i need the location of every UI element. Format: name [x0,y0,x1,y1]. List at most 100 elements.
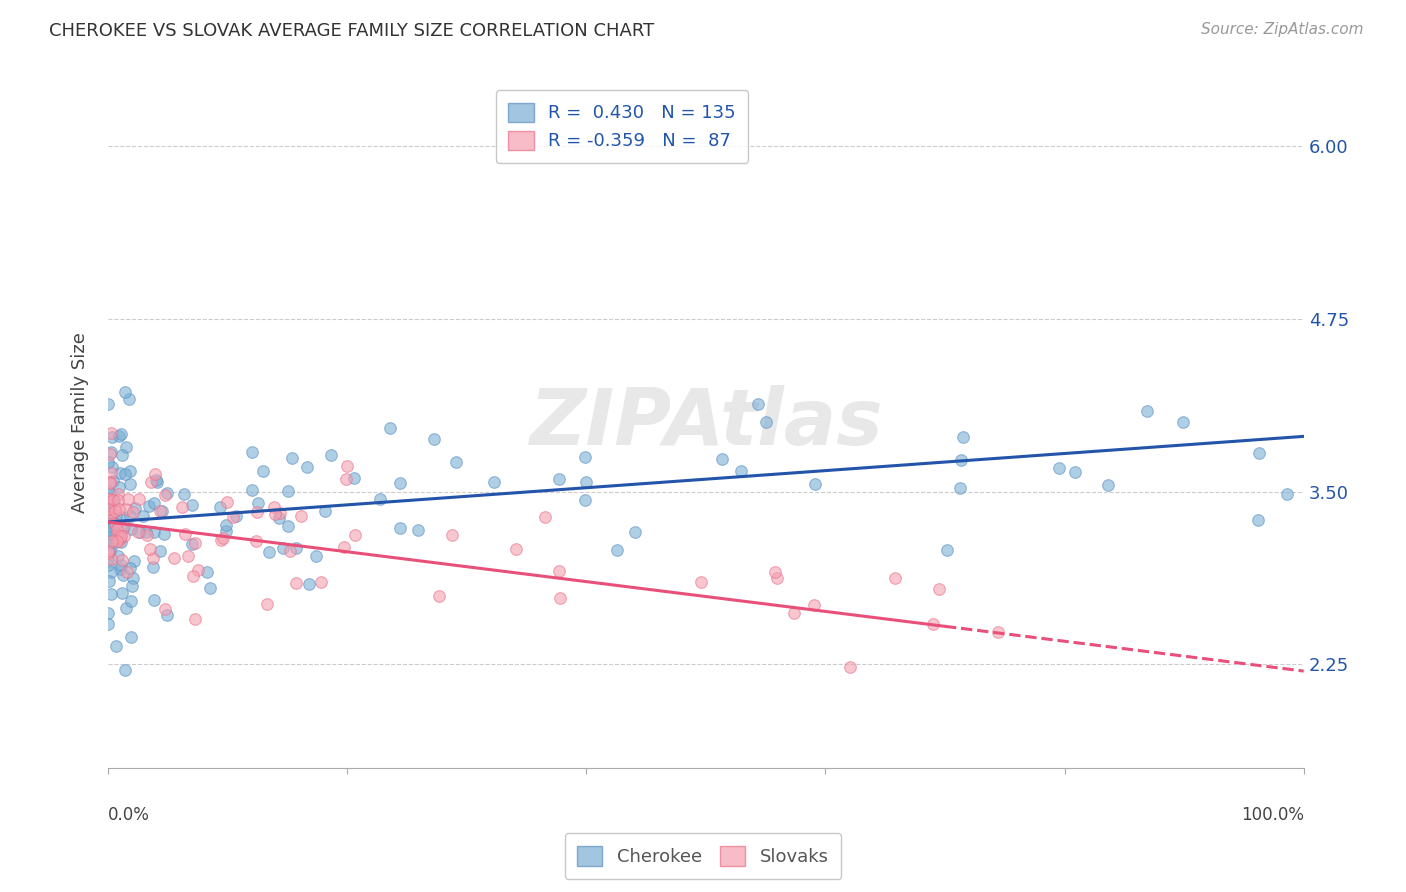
Point [623,524,645,539]
Text: Source: ZipAtlas.com: Source: ZipAtlas.com [1201,22,1364,37]
Point [285,576,308,591]
Point [110,558,132,573]
Point [100,425,122,440]
Point [267,511,290,525]
Point [142,525,165,540]
Point [97,509,120,524]
Point [97,607,120,621]
Point [150,504,173,518]
Point [97,519,120,533]
Point [184,535,207,549]
Point [240,483,263,497]
Point [281,450,304,465]
Point [100,552,122,566]
Point [406,523,429,537]
Point [1249,446,1271,460]
Point [747,397,769,411]
Point [104,517,127,532]
Point [139,475,162,490]
Point [211,531,233,545]
Point [505,542,527,557]
Point [388,475,411,490]
Point [335,473,357,487]
Point [97,617,120,632]
Point [783,607,806,621]
Point [97,546,120,560]
Point [285,541,308,555]
Point [550,591,572,605]
Point [105,509,128,524]
Point [101,492,124,507]
Point [101,519,124,533]
Point [198,581,221,595]
Point [105,533,128,548]
Point [108,480,131,494]
Point [110,427,132,442]
Point [97,492,120,507]
Point [138,500,160,514]
Point [104,504,127,518]
Point [730,464,752,478]
Point [222,509,245,524]
Point [1277,487,1299,501]
Point [444,454,467,468]
Point [100,506,122,520]
Point [388,521,411,535]
Point [209,533,232,547]
Point [548,564,571,578]
Point [97,396,120,410]
Point [127,525,149,540]
Point [1136,403,1159,417]
Point [114,385,136,400]
Point [177,549,200,563]
Point [950,452,973,467]
Point [952,429,974,443]
Point [118,392,141,406]
Point [97,516,120,530]
Point [440,528,463,542]
Point [97,455,120,469]
Point [112,529,135,543]
Point [120,594,142,608]
Point [97,516,120,531]
Point [763,566,786,580]
Point [108,467,131,481]
Point [135,525,157,540]
Point [129,524,152,539]
Point [107,549,129,564]
Point [101,537,124,551]
Point [187,563,209,577]
Point [111,521,134,535]
Point [195,565,218,579]
Point [101,460,124,475]
Point [108,531,131,545]
Point [370,492,392,507]
Point [173,527,195,541]
Point [143,467,166,481]
Point [343,471,366,485]
Point [173,486,195,500]
Point [181,569,204,583]
Point [921,617,943,632]
Point [711,451,734,466]
Point [118,464,141,478]
Point [107,429,129,443]
Point [145,473,167,487]
Point [336,458,359,473]
Point [98,523,121,537]
Point [105,639,128,653]
Point [118,477,141,491]
Point [755,415,778,429]
Point [100,466,122,480]
Point [280,544,302,558]
Text: 100.0%: 100.0% [1240,805,1303,823]
Point [142,550,165,565]
Point [111,509,134,524]
Point [606,543,628,558]
Text: 0.0%: 0.0% [108,805,150,823]
Point [98,492,121,507]
Point [803,598,825,612]
Point [100,565,122,579]
Point [97,502,120,516]
Point [118,508,141,523]
